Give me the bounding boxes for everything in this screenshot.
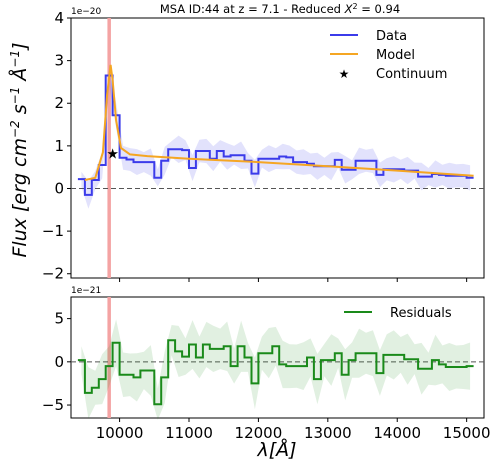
y-tick-label: −1 xyxy=(42,222,64,240)
flux-y-ticks: −2 −1 0 1 2 3 4 xyxy=(42,9,71,283)
residuals-legend: Residuals xyxy=(344,306,452,321)
model-line xyxy=(84,64,474,181)
x-tick-label: 13000 xyxy=(304,424,352,442)
y-tick-label: 0 xyxy=(54,179,64,197)
residuals-panel-frame xyxy=(70,296,485,419)
legend-model-label: Model xyxy=(376,48,415,63)
y-tick-label: 5 xyxy=(54,310,64,328)
x-tick-label: 10000 xyxy=(96,424,144,442)
flux-y-label: Flux [erg cm−2 s−1 Å−1] xyxy=(8,42,31,257)
flux-panel: ★ −2 −1 0 1 2 3 4 1e−20 MSA ID:44 at z = 7.1 -… xyxy=(8,0,485,283)
legend-residuals-label: Residuals xyxy=(390,306,452,321)
x-tick-label: 15000 xyxy=(443,424,491,442)
flux-x-ticks xyxy=(119,278,468,282)
legend-continuum-star: ★ xyxy=(339,67,350,81)
residuals-x-ticks: 10000 11000 12000 13000 14000 15000 xyxy=(96,418,491,442)
y-tick-label: 4 xyxy=(54,9,64,27)
y-tick-label: 3 xyxy=(54,52,64,70)
residuals-y-ticks: −5 0 5 xyxy=(42,310,71,414)
data-step-line xyxy=(77,74,474,196)
flux-panel-frame xyxy=(70,17,485,279)
y-tick-label: 2 xyxy=(54,94,64,112)
residuals-step-line xyxy=(77,339,474,406)
y-tick-label: 1 xyxy=(54,137,64,155)
flux-legend: Data Model ★ Continuum xyxy=(330,29,447,82)
x-tick-label: 14000 xyxy=(373,424,421,442)
residuals-error-band xyxy=(81,319,471,420)
chart-title: MSA ID:44 at z = 7.1 - Reduced X2 = 0.94 xyxy=(160,0,400,16)
x-axis-label: λ[Å] xyxy=(256,438,296,461)
residuals-panel: −5 0 5 10000 11000 12000 13000 14000 15000 1e−2… xyxy=(42,286,491,461)
continuum-marker: ★ xyxy=(106,147,119,163)
x-tick-label: 12000 xyxy=(235,424,283,442)
legend-data-label: Data xyxy=(376,29,407,44)
legend-continuum-label: Continuum xyxy=(376,67,447,82)
data-error-band xyxy=(81,64,471,209)
y-tick-label: −2 xyxy=(42,265,64,283)
y-tick-label: 0 xyxy=(54,353,64,371)
y-tick-label: −5 xyxy=(42,396,64,414)
residuals-offset-text: 1e−21 xyxy=(71,286,101,296)
flux-offset-text: 1e−20 xyxy=(71,7,102,17)
x-tick-label: 11000 xyxy=(165,424,213,442)
